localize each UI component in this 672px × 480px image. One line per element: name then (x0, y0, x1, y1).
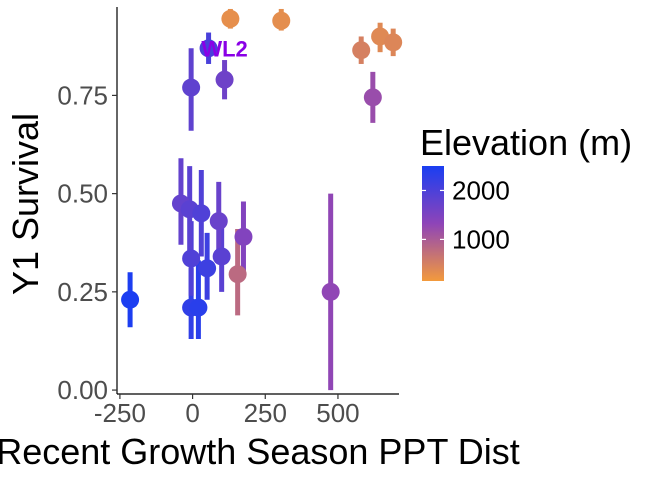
legend-title: Elevation (m) (420, 122, 632, 163)
y-tick-label: 0.25 (57, 277, 108, 307)
data-point (272, 11, 291, 30)
annotation-wl2: WL2 (201, 36, 247, 61)
data-point (121, 290, 140, 309)
data-point (192, 204, 211, 223)
data-point (209, 212, 228, 231)
data-point (182, 249, 201, 268)
data-point (212, 247, 231, 266)
legend-colorbar (422, 166, 444, 281)
y-tick-label: 0.00 (57, 375, 108, 405)
y-tick-label: 0.75 (57, 80, 108, 110)
legend-ticks: 1000 2000 (422, 175, 510, 254)
x-tick-label: 0 (185, 398, 199, 428)
data-point (221, 9, 240, 28)
data-point (384, 33, 403, 52)
data-point (234, 227, 253, 246)
data-point (198, 259, 217, 278)
data-points (121, 9, 403, 317)
data-point (228, 265, 247, 284)
x-tick-label: 500 (316, 398, 359, 428)
x-axis-title: Recent Growth Season PPT Dist (0, 431, 520, 472)
y-axis-ticks: 0.00 0.25 0.50 0.75 (57, 80, 117, 405)
data-point (199, 39, 218, 58)
data-point (189, 298, 208, 317)
legend: Elevation (m) 1000 2000 (420, 122, 632, 281)
y-tick-label: 0.50 (57, 179, 108, 209)
data-point (182, 78, 201, 97)
legend-tick-label: 2000 (452, 175, 510, 205)
data-point (321, 282, 340, 301)
data-point (352, 41, 371, 60)
legend-tick-label: 1000 (452, 224, 510, 254)
x-tick-label: -250 (94, 398, 146, 428)
data-point (363, 88, 382, 107)
y-axis-title: Y1 Survival (5, 113, 46, 295)
data-point (215, 70, 234, 89)
x-tick-label: 250 (244, 398, 287, 428)
x-axis-ticks: -250 0 250 500 (94, 394, 360, 428)
plot-area: WL2 (121, 8, 403, 391)
error-bars (127, 8, 396, 391)
